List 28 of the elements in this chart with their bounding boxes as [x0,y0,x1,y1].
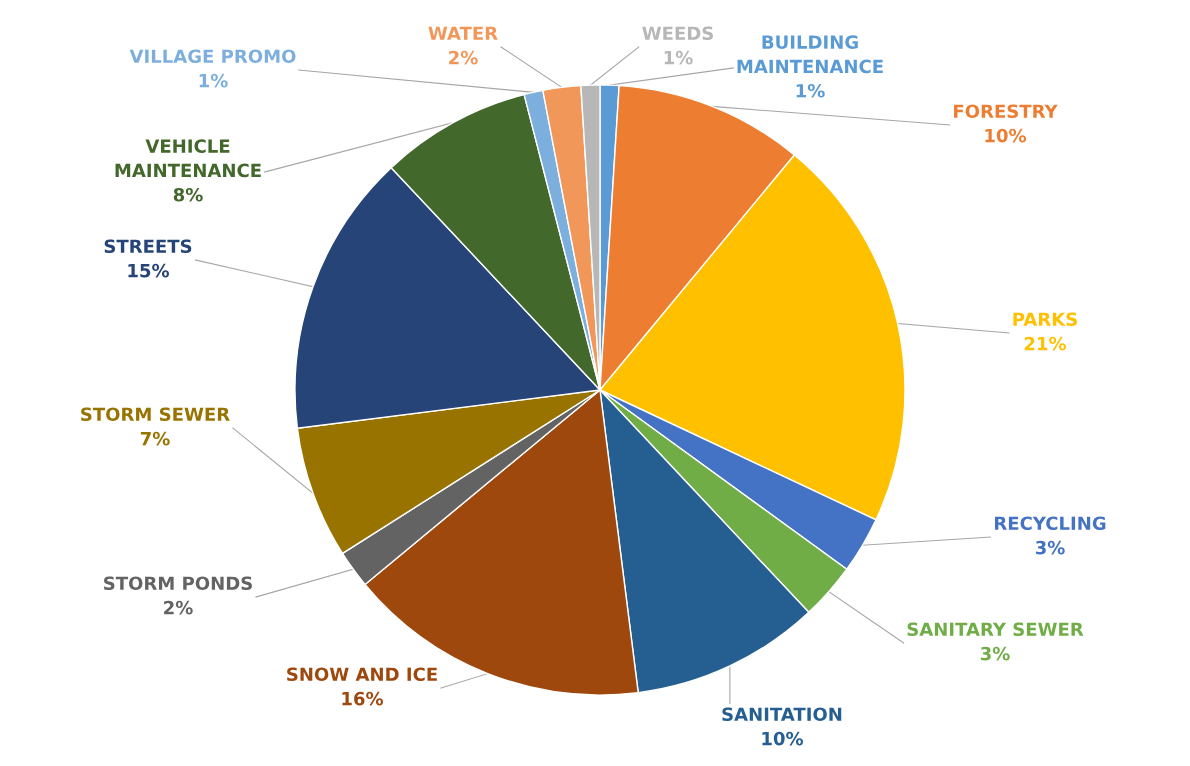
slice-label: PARKS [1013,312,1077,327]
slice-label: SANITATION [722,707,842,722]
slice-label: RECYCLING [995,516,1106,531]
slice-label: VEHICLE MAINTENANCE [115,139,261,178]
data-label: 2% [449,50,478,65]
slice-label: STORM SEWER [81,407,230,422]
data-label: 1% [199,73,228,88]
data-label: 3% [980,646,1010,661]
slice-label: BUILDING MAINTENANCE [737,35,883,74]
slice-label: SNOW AND ICE [287,667,437,682]
data-label: 1% [796,83,825,98]
slice-label: STREETS [104,239,192,254]
data-label: 2% [164,600,193,615]
data-label: 1% [664,50,693,65]
data-label: 16% [342,691,384,706]
data-label: 3% [1035,540,1065,555]
data-label: 10% [762,731,804,746]
slice-label: VILLAGE PROMO [129,49,296,64]
data-label: 10% [985,128,1027,143]
data-label: 7% [140,431,170,446]
slice-label: WEEDS [642,26,713,41]
slice-label: SANITARY SEWER [907,622,1084,637]
slice-label: WATER [428,26,498,40]
data-label: 15% [128,263,170,278]
data-label: 8% [173,187,203,202]
slice-label: STORM PONDS [104,576,252,591]
data-label: 21% [1024,336,1067,351]
slice-label: FORESTRY [954,104,1058,119]
